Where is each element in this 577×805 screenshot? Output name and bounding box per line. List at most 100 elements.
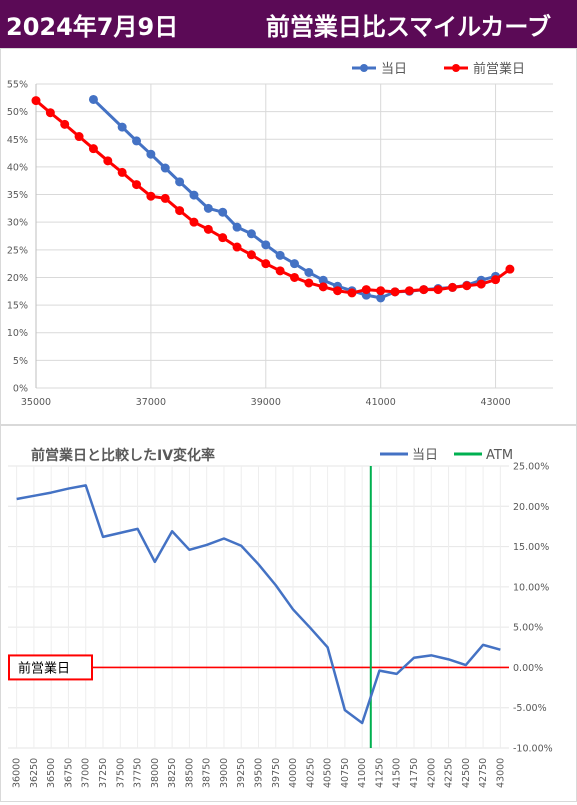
x-tick-label: 35000 xyxy=(21,397,51,408)
x-tick-label: 40500 xyxy=(323,758,334,788)
data-point-prev-day xyxy=(88,144,98,154)
y-tick-label: 0.00% xyxy=(513,663,543,674)
data-point-today xyxy=(290,259,299,269)
legend-prev-day-marker xyxy=(452,64,460,72)
x-tick-label: 39250 xyxy=(236,758,247,788)
data-point-today xyxy=(203,203,213,213)
data-point-today xyxy=(218,207,228,217)
data-point-prev-day xyxy=(175,206,185,216)
x-tick-label: 37750 xyxy=(133,758,144,788)
y-tick-label: 45% xyxy=(7,135,28,146)
series-line-prev-day xyxy=(35,99,511,295)
data-point-prev-day xyxy=(261,259,271,269)
data-point-today xyxy=(117,122,127,132)
y-tick-label: -10.00% xyxy=(513,744,553,755)
data-point-prev-day xyxy=(361,285,371,295)
data-point-prev-day xyxy=(31,96,41,106)
x-tick-label: 36000 xyxy=(12,758,23,788)
smile-curve-chart: 0% 5% 10% 15% 20% 25% 30% 35% 40% 45% 50% 55% 35000 3… xyxy=(7,61,553,408)
x-tick-label: 42250 xyxy=(444,758,455,788)
legend-prev-day-label: 前営業日 xyxy=(473,61,525,77)
y-tick-label: 10.00% xyxy=(513,582,549,593)
data-point-prev-day xyxy=(376,286,386,296)
y-tick-label: 25% xyxy=(7,245,28,256)
x-tick-label: 41000 xyxy=(357,758,368,788)
x-tick-label: 40750 xyxy=(340,758,351,788)
x-tick-label: 43000 xyxy=(495,758,506,788)
data-point-today xyxy=(146,149,156,159)
data-point-prev-day xyxy=(275,266,285,276)
data-point-prev-day xyxy=(45,108,55,118)
data-point-prev-day xyxy=(462,281,472,291)
data-point-prev-day xyxy=(347,288,357,298)
y-tick-label: 30% xyxy=(7,218,28,229)
data-point-prev-day xyxy=(447,282,457,292)
x-tick-label: 39000 xyxy=(219,758,230,788)
x-tick-label: 41500 xyxy=(392,758,403,788)
data-point-prev-day xyxy=(117,167,127,177)
y-tick-label: 5% xyxy=(13,356,28,367)
series-line-today xyxy=(16,484,501,725)
data-point-prev-day xyxy=(318,282,328,292)
data-point-prev-day xyxy=(433,285,443,295)
y-tick-label: -5.00% xyxy=(513,703,547,714)
data-point-prev-day xyxy=(218,233,228,243)
x-tick-label: 42750 xyxy=(478,758,489,788)
page-title: 前営業日比スマイルカーブ xyxy=(265,13,551,41)
x-tick-label: 37000 xyxy=(136,397,166,408)
x-tick-label: 43000 xyxy=(480,397,510,408)
data-point-prev-day xyxy=(103,156,113,166)
data-point-prev-day xyxy=(132,180,142,190)
data-point-prev-day xyxy=(290,272,299,282)
data-point-prev-day xyxy=(505,264,515,274)
legend-today-marker xyxy=(360,64,368,72)
data-point-today xyxy=(304,267,314,277)
x-tick-label: 37250 xyxy=(98,758,109,788)
y-tick-label: 25.00% xyxy=(513,462,549,473)
x-tick-label: 41750 xyxy=(409,758,420,788)
x-tick-label: 39500 xyxy=(254,758,265,788)
y-tick-label: 20% xyxy=(7,273,28,284)
y-tick-label: 35% xyxy=(7,190,28,201)
data-point-prev-day xyxy=(491,275,501,285)
y-tick-label: 40% xyxy=(7,162,28,173)
y-tick-label: 0% xyxy=(13,384,28,395)
x-tick-label: 41250 xyxy=(374,758,385,788)
baseline-label: 前営業日 xyxy=(18,660,70,676)
data-point-today xyxy=(261,240,271,250)
x-tick-label: 38500 xyxy=(184,758,195,788)
data-point-prev-day xyxy=(246,250,256,260)
data-point-prev-day xyxy=(333,286,343,296)
data-point-prev-day xyxy=(60,119,70,129)
iv-change-panel: 前営業日と比較したIV変化率 25.00% 20.00% 15.00% 10.00% 5… xyxy=(0,425,577,802)
x-tick-label: 40250 xyxy=(305,758,316,788)
x-tick-label: 38750 xyxy=(202,758,213,788)
data-point-prev-day xyxy=(203,224,213,234)
y-tick-label: 55% xyxy=(7,80,28,91)
data-point-today xyxy=(88,94,98,104)
smile-curve-panel: 0% 5% 10% 15% 20% 25% 30% 35% 40% 45% 50% 55% 35000 3… xyxy=(0,48,577,425)
x-tick-label: 36500 xyxy=(46,758,57,788)
x-tick-label: 39750 xyxy=(271,758,282,788)
x-tick-label: 37000 xyxy=(81,758,92,788)
y-tick-label: 15.00% xyxy=(513,542,549,553)
x-tick-label: 37500 xyxy=(115,758,126,788)
legend-today-label: 当日 xyxy=(412,448,438,463)
data-point-prev-day xyxy=(146,191,156,201)
chart-title: 前営業日と比較したIV変化率 xyxy=(31,447,215,464)
data-point-prev-day xyxy=(74,132,84,142)
data-point-prev-day xyxy=(390,287,400,297)
legend-today-label: 当日 xyxy=(381,62,407,77)
x-tick-label: 42500 xyxy=(461,758,472,788)
x-tick-label: 40000 xyxy=(288,758,299,788)
data-point-prev-day xyxy=(189,217,199,227)
x-tick-label: 38000 xyxy=(150,758,161,788)
data-point-prev-day xyxy=(404,286,414,296)
data-point-today xyxy=(275,250,285,260)
data-point-today xyxy=(246,229,256,239)
x-tick-label: 38250 xyxy=(167,758,178,788)
x-tick-label: 41000 xyxy=(366,397,396,408)
x-tick-label: 36250 xyxy=(29,758,40,788)
data-point-today xyxy=(132,136,142,146)
data-point-today xyxy=(232,222,242,232)
